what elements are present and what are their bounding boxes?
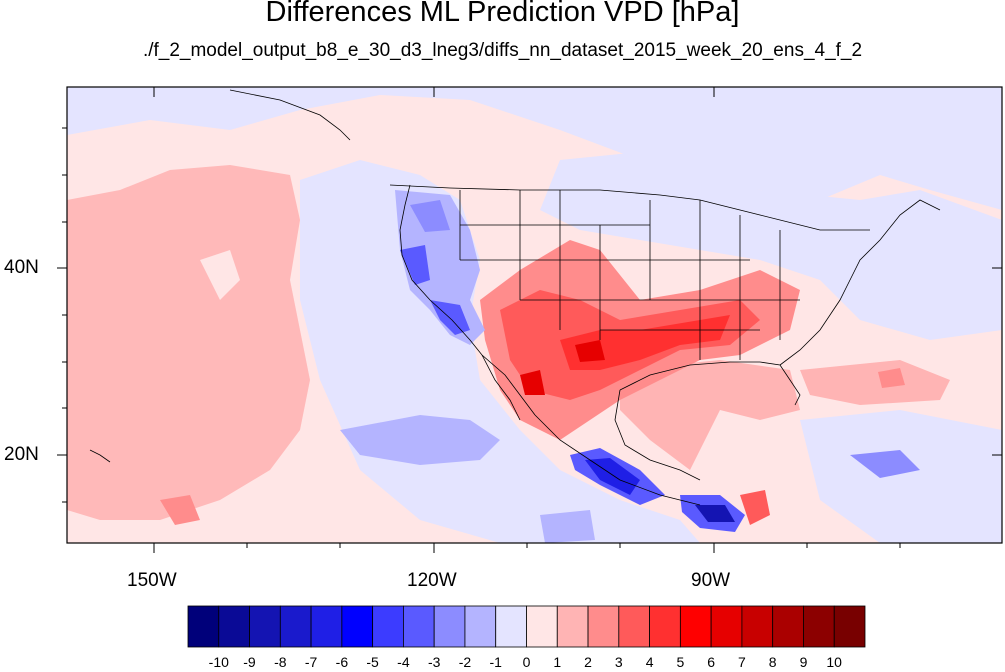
colorbar-label: 5 (676, 654, 685, 670)
axis-ticks (57, 87, 1002, 553)
difference-field (67, 87, 1002, 543)
colorbar-label: 2 (584, 654, 592, 670)
colorbar-label: -1 (489, 654, 502, 670)
colorbar-label: -8 (274, 654, 287, 670)
colorbar-label: 1 (553, 654, 562, 670)
colorbar-label: -10 (208, 654, 229, 670)
colorbar-box (372, 605, 404, 648)
colorbar-label: -4 (397, 654, 410, 670)
colorbar-label: 0 (522, 654, 531, 670)
colorbar-box (403, 605, 435, 648)
colorbar-box (526, 605, 558, 648)
colorbar-box (772, 605, 804, 648)
colorbar-label: -9 (243, 654, 256, 670)
colorbar-box (618, 605, 650, 648)
colorbar-box (587, 605, 620, 648)
colorbar-label: 4 (645, 654, 654, 670)
map-subtitle: ./f_2_model_output_b8_e_30_d3_lneg3/diff… (142, 40, 863, 61)
colorbar-box (741, 605, 774, 648)
colorbar-label: 6 (707, 654, 715, 670)
colorbar-box (495, 605, 527, 648)
coastlines (89, 89, 941, 506)
lat-tick-40n: 40N (4, 257, 39, 278)
colorbar-box (433, 605, 466, 648)
colorbar-box (833, 605, 866, 648)
colorbar-label: -5 (366, 654, 379, 670)
colorbar-box (803, 605, 835, 648)
colorbar-box (249, 605, 281, 648)
lon-tick-150w: 150W (127, 570, 177, 591)
colorbar-box (464, 605, 497, 648)
colorbar-box (279, 605, 312, 648)
colorbar-label: 7 (737, 654, 746, 670)
colorbar-label: 10 (826, 654, 842, 670)
colorbar-box (310, 605, 343, 648)
colorbar-box (710, 605, 743, 648)
colorbar-label: 3 (614, 654, 623, 670)
colorbar-label: 9 (799, 654, 808, 670)
colorbar-label: -7 (304, 654, 318, 670)
map-title: Differences ML Prediction VPD [hPa] (265, 0, 740, 28)
lon-tick-120w: 120W (407, 570, 457, 591)
colorbar-box (649, 605, 681, 648)
colorbar-label: -2 (458, 654, 472, 670)
colorbar (187, 605, 866, 648)
lat-tick-20n: 20N (4, 444, 39, 465)
colorbar-box (341, 605, 374, 648)
colorbar-label: 8 (768, 654, 777, 670)
colorbar-box (679, 605, 712, 648)
colorbar-box (556, 605, 589, 648)
lon-tick-90w: 90W (691, 570, 731, 591)
colorbar-box (187, 605, 220, 648)
colorbar-box (218, 605, 250, 648)
colorbar-label: -3 (427, 654, 441, 670)
colorbar-label: -6 (335, 654, 349, 670)
